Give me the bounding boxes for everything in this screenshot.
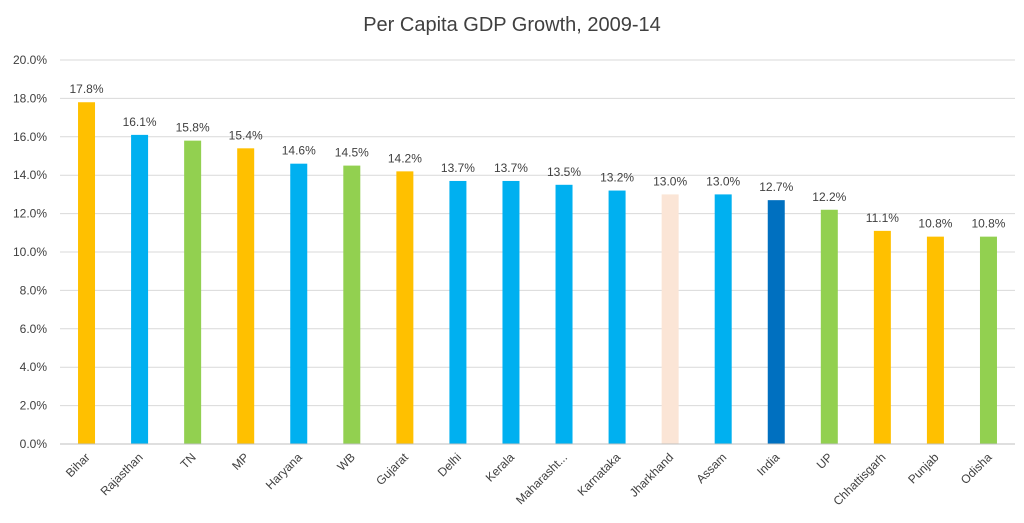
x-tick-label: Gujarat — [373, 450, 411, 488]
x-tick-label: Karnataka — [575, 450, 624, 499]
chart-title: Per Capita GDP Growth, 2009-14 — [363, 14, 661, 36]
bar-india — [767, 200, 785, 444]
bar-jharkhand — [661, 194, 679, 444]
data-label: 13.0% — [706, 174, 740, 188]
x-tick-label: UP — [814, 450, 836, 472]
x-tick-label: Maharasht... — [513, 450, 570, 507]
bar-up — [820, 209, 838, 444]
x-tick-label: Rajasthan — [98, 450, 146, 498]
y-tick-label: 14.0% — [13, 168, 47, 182]
x-tick-label: Jharkhand — [627, 450, 677, 500]
bar-wb — [343, 165, 361, 444]
bar-delhi — [449, 180, 467, 444]
bar-maharasht — [555, 184, 573, 445]
data-label: 11.1% — [866, 211, 899, 225]
x-axis-ticks: Bihar Rajasthan TN MP Haryana WB Gujarat Delhi K… — [63, 450, 995, 508]
x-tick-label: Delhi — [435, 450, 464, 479]
data-label: 12.7% — [759, 180, 793, 194]
y-tick-label: 18.0% — [13, 91, 47, 105]
data-label: 13.7% — [441, 161, 475, 175]
data-label: 13.7% — [494, 161, 528, 175]
bar-haryana — [290, 163, 308, 444]
data-label: 13.2% — [600, 171, 634, 185]
x-tick-label: Punjab — [905, 450, 942, 487]
bars — [78, 102, 997, 445]
data-label: 15.8% — [176, 121, 210, 135]
bar-bihar — [78, 102, 96, 445]
y-tick-label: 20.0% — [13, 53, 47, 67]
data-label: 14.2% — [388, 151, 422, 165]
bar-chhattisgarh — [873, 230, 891, 444]
x-tick-label: Assam — [693, 450, 729, 486]
data-label: 14.6% — [282, 144, 316, 158]
x-tick-label: WB — [334, 450, 358, 474]
x-tick-label: MP — [229, 450, 252, 473]
data-label: 14.5% — [335, 146, 369, 160]
data-label: 13.5% — [547, 165, 581, 179]
data-label: 17.8% — [70, 82, 104, 96]
bar-rajasthan — [131, 134, 149, 444]
x-tick-label: Chhattisgarh — [830, 450, 888, 508]
bar-tn — [184, 140, 202, 444]
x-tick-label: TN — [178, 450, 199, 471]
data-label: 13.0% — [653, 174, 687, 188]
x-tick-label: Kerala — [483, 450, 518, 485]
y-axis-ticks: 0.0% 2.0% 4.0% 6.0% 8.0% 10.0% 12.0% 14.0% 16.0%… — [13, 53, 47, 451]
bar-karnataka — [608, 190, 626, 444]
bar-gujarat — [396, 171, 414, 445]
data-label: 10.8% — [971, 217, 1005, 231]
data-label: 12.2% — [812, 190, 846, 204]
x-tick-label: Haryana — [263, 450, 305, 492]
bar-punjab — [926, 236, 944, 444]
gridlines — [60, 59, 1015, 407]
y-tick-label: 8.0% — [20, 283, 48, 297]
y-tick-label: 6.0% — [20, 322, 48, 336]
bar-kerala — [502, 180, 520, 444]
bar-mp — [237, 148, 255, 444]
bar-assam — [714, 194, 732, 444]
y-tick-label: 10.0% — [13, 245, 47, 259]
x-tick-label: Odisha — [958, 450, 995, 487]
y-tick-label: 16.0% — [13, 130, 47, 144]
y-tick-label: 4.0% — [20, 360, 48, 374]
y-tick-label: 0.0% — [20, 437, 48, 451]
y-tick-label: 12.0% — [13, 207, 47, 221]
x-tick-label: Bihar — [63, 450, 93, 480]
y-tick-label: 2.0% — [20, 399, 48, 413]
bar-odisha — [979, 236, 997, 444]
data-label: 16.1% — [123, 115, 157, 129]
x-tick-label: India — [754, 450, 783, 479]
data-label: 10.8% — [918, 217, 952, 231]
data-label: 15.4% — [229, 128, 263, 142]
data-labels: 17.8% 16.1% 15.8% 15.4% 14.6% 14.5% 14.2% 13.7%… — [70, 82, 1006, 230]
